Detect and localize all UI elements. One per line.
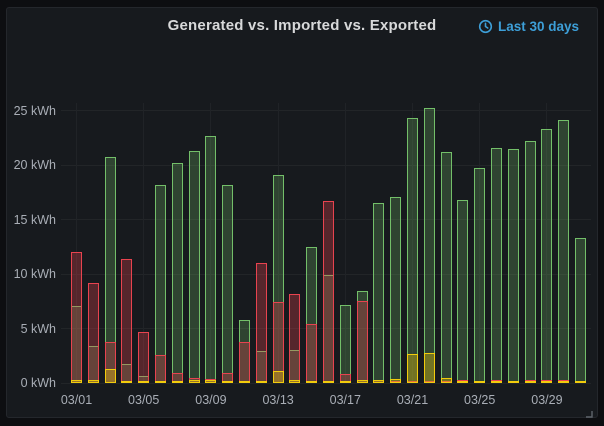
x-gridline xyxy=(277,103,279,383)
bar-exported xyxy=(306,380,318,383)
time-range-picker[interactable]: Last 30 days xyxy=(472,8,585,44)
x-axis-tick-label: 03/21 xyxy=(396,393,429,407)
bar-exported xyxy=(155,380,166,383)
x-gridline xyxy=(76,103,77,383)
y-gridline xyxy=(61,382,591,384)
bar-exported xyxy=(491,381,502,383)
bar-exported xyxy=(541,380,553,383)
bar-generated xyxy=(541,129,553,383)
bar-generated xyxy=(222,184,234,383)
bar-generated xyxy=(491,147,502,383)
bar-exported xyxy=(138,381,150,383)
bar-exported xyxy=(323,380,334,383)
y-gridline xyxy=(61,219,591,220)
bar-exported xyxy=(272,371,284,383)
bar-chart: 0 kWh 5 kWh 10 kWh 15 kWh 20 kWh 25 kWh 03/01 0… xyxy=(7,8,597,417)
x-axis-tick-label: 03/17 xyxy=(329,393,361,407)
y-gridline xyxy=(61,273,591,275)
bar-generated xyxy=(558,120,570,383)
y-axis-tick-label: 25 kWh xyxy=(13,103,56,118)
bar-exported xyxy=(71,380,82,383)
bar-imported xyxy=(323,200,334,383)
bar-imported xyxy=(138,331,150,383)
bar-exported xyxy=(87,379,99,383)
bar-exported xyxy=(289,379,301,383)
bar-exported xyxy=(239,380,250,383)
x-gridline xyxy=(143,103,145,383)
bar-generated xyxy=(188,150,200,383)
x-gridline xyxy=(546,103,548,383)
bar-generated xyxy=(507,148,519,383)
y-axis-tick-label: 15 kWh xyxy=(13,212,56,227)
bar-exported xyxy=(575,380,586,383)
bar-imported xyxy=(87,282,99,383)
bar-exported xyxy=(171,380,183,383)
bar-exported xyxy=(474,380,486,383)
bar-generated xyxy=(373,203,385,383)
bar-exported xyxy=(440,377,452,383)
x-axis-tick-label: 03/09 xyxy=(195,393,227,407)
bar-generated xyxy=(440,151,452,383)
panel-resize-handle-icon[interactable] xyxy=(584,405,593,418)
bar-generated xyxy=(390,196,402,383)
y-gridline xyxy=(61,328,591,329)
bar-exported xyxy=(205,379,217,383)
bar-generated xyxy=(205,135,217,383)
bar-imported xyxy=(121,258,133,383)
bar-generated xyxy=(457,199,469,383)
bar-exported xyxy=(121,380,133,383)
x-gridline xyxy=(412,103,413,383)
bar-exported xyxy=(222,380,234,383)
bar-generated xyxy=(339,304,351,383)
bar-exported xyxy=(339,381,351,383)
x-axis-tick-label: 03/05 xyxy=(128,393,160,407)
bar-exported xyxy=(507,380,519,383)
bar-generated xyxy=(155,184,166,383)
panel-title[interactable]: Generated vs. Imported vs. Exported xyxy=(167,17,437,34)
dashboard-panel: Generated vs. Imported vs. Exported Last… xyxy=(6,7,598,418)
x-gridline xyxy=(344,103,346,383)
bar-exported xyxy=(423,353,435,383)
bar-imported xyxy=(255,263,267,383)
bar-generated xyxy=(474,168,486,383)
bar-generated xyxy=(524,141,536,383)
x-axis-tick-label: 03/01 xyxy=(60,393,93,407)
bar-exported xyxy=(255,381,267,383)
panel-header: Generated vs. Imported vs. Exported Last… xyxy=(7,8,597,44)
clock-icon xyxy=(478,19,493,34)
bar-imported xyxy=(71,252,82,383)
bar-imported xyxy=(239,341,250,383)
bar-exported xyxy=(104,369,116,383)
bar-exported xyxy=(373,379,385,383)
bar-generated xyxy=(407,118,418,383)
y-axis-tick-label: 10 kWh xyxy=(13,267,56,281)
y-gridline xyxy=(61,110,591,111)
bar-imported xyxy=(155,354,166,383)
bar-exported xyxy=(356,379,368,383)
bar-generated xyxy=(423,108,435,383)
x-axis-tick-label: 03/25 xyxy=(464,393,496,407)
bar-generated xyxy=(171,162,183,383)
bar-exported xyxy=(407,353,418,383)
y-axis-tick-label: 20 kWh xyxy=(13,158,56,172)
bar-exported xyxy=(188,379,200,383)
bar-imported xyxy=(356,301,368,383)
bar-imported xyxy=(289,293,301,383)
y-gridline xyxy=(61,164,591,166)
x-gridline xyxy=(479,103,481,383)
bar-exported xyxy=(390,378,402,383)
x-axis-tick-label: 03/13 xyxy=(262,393,294,407)
bar-exported xyxy=(558,380,570,383)
time-range-label: Last 30 days xyxy=(497,18,579,34)
x-axis-tick-label: 03/29 xyxy=(531,393,563,407)
bar-exported xyxy=(457,380,469,383)
y-axis-tick-label: 5 kWh xyxy=(20,321,56,336)
x-gridline xyxy=(210,103,212,383)
bar-exported xyxy=(524,380,536,383)
y-axis-tick-label: 0 kWh xyxy=(20,376,56,390)
bar-generated xyxy=(575,238,586,383)
bar-imported xyxy=(306,324,318,383)
